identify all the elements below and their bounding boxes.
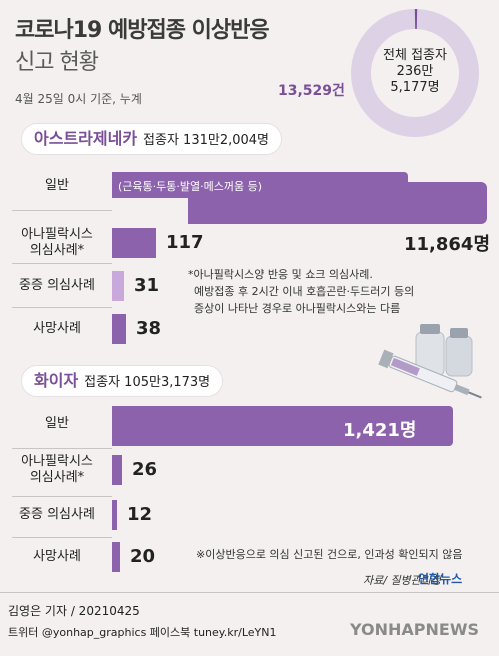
anaphylaxis-note-line: 예방접종 후 2시간 이내 호흡곤란·두드러기 등의 xyxy=(194,285,415,298)
bar-general xyxy=(112,406,453,446)
category-label-line: 중증 의심사례 xyxy=(19,507,95,522)
agency-watermark: YONHAPNEWS xyxy=(350,620,479,639)
row-separator xyxy=(12,263,112,264)
bar-2 xyxy=(112,271,124,301)
bar-1 xyxy=(112,228,156,258)
anaphylaxis-note-line: *아나필락시스양 반응 및 쇼크 의심사례. xyxy=(188,268,373,281)
byline: 김영은 기자 / 20210425 xyxy=(8,604,140,618)
category-label-line: 의심사례* xyxy=(29,470,85,485)
category-label-line: 의심사례* xyxy=(29,243,85,258)
vaccine-syringe-icon xyxy=(378,324,482,399)
basis-date: 4월 25일 0시 기준, 누계 xyxy=(15,92,142,106)
source: 자료/ 질병관리청 xyxy=(363,574,442,587)
bar-1 xyxy=(112,455,122,485)
category-label: 아나필락시스 의심사례* xyxy=(8,227,106,259)
category-label: 중증 의심사례 xyxy=(8,507,106,523)
category-label-line: 일반 xyxy=(45,416,69,431)
row-separator xyxy=(12,496,112,497)
bar-general xyxy=(188,182,487,224)
category-label-line: 사망사례 xyxy=(33,549,81,564)
value-label: 117 xyxy=(166,232,204,253)
value-label: 11,864명 xyxy=(404,234,491,255)
total-vaccinated-label: 전체 접종자 xyxy=(383,48,447,63)
row-separator xyxy=(12,537,112,538)
page-title: 코로나19 예방접종 이상반응 xyxy=(15,18,270,43)
value-label: 12 xyxy=(127,504,153,525)
astrazeneca-title: 아스트라제네카 xyxy=(34,129,138,148)
value-label: 20 xyxy=(130,546,156,567)
total-vaccinated-value-2: 5,177명 xyxy=(390,80,440,95)
bar-2 xyxy=(112,500,117,530)
category-label: 일반 xyxy=(8,178,106,194)
total-reports: 13,529건 xyxy=(278,83,345,99)
anaphylaxis-note: *아나필락시스양 반응 및 쇼크 의심사례. 예방접종 후 2시간 이내 호흡곤… xyxy=(188,266,448,317)
total-vaccinated-value-1: 236만 xyxy=(396,64,434,79)
bar-note: (근육통·두통·발열·메스꺼움 등) xyxy=(118,180,263,193)
category-label: 중증 의심사례 xyxy=(8,278,106,294)
value-label: 26 xyxy=(132,459,158,480)
footer-divider xyxy=(0,592,499,593)
anaphylaxis-note-line: 증상이 나타난 경우로 아나필락시스와는 다름 xyxy=(194,302,401,315)
page-subtitle: 신고 현황 xyxy=(15,50,99,75)
total-vaccinated-donut xyxy=(351,8,479,137)
agency-logo-small: 연합뉴스 xyxy=(418,572,463,586)
pfizer-header: 화이자 접종자 105만3,173명 xyxy=(22,366,223,396)
value-label: 38 xyxy=(136,318,162,339)
category-label: 사망사례 xyxy=(8,321,106,337)
pfizer-title: 화이자 xyxy=(34,371,79,390)
category-label-line: 일반 xyxy=(45,178,69,193)
causality-note: ※이상반응으로 의심 신고된 건으로, 인과성 확인되지 않음 xyxy=(196,548,463,561)
contacts: 트위터 @yonhap_graphics 페이스북 tuney.kr/LeYN1 xyxy=(8,626,277,639)
pfizer-subtitle: 접종자 105만3,173명 xyxy=(84,375,211,390)
total-vaccinated-text: 전체 접종자 236만 5,177명 xyxy=(350,48,480,96)
astrazeneca-header: 아스트라제네카 접종자 131만2,004명 xyxy=(22,124,282,154)
astrazeneca-subtitle: 접종자 131만2,004명 xyxy=(143,133,270,148)
category-label-line: 아나필락시스 xyxy=(21,227,93,242)
row-separator xyxy=(12,307,112,308)
bar-3 xyxy=(112,542,120,572)
row-separator xyxy=(12,210,112,211)
bar-3 xyxy=(112,314,126,344)
category-label-line: 아나필락시스 xyxy=(21,454,93,469)
category-label: 아나필락시스 의심사례* xyxy=(8,454,106,486)
row-separator xyxy=(12,448,112,449)
category-label: 사망사례 xyxy=(8,549,106,565)
value-label: 31 xyxy=(134,275,160,296)
value-label: 1,421명 xyxy=(343,420,417,441)
category-label-line: 사망사례 xyxy=(33,321,81,336)
category-label-line: 중증 의심사례 xyxy=(19,278,95,293)
category-label: 일반 xyxy=(8,416,106,432)
